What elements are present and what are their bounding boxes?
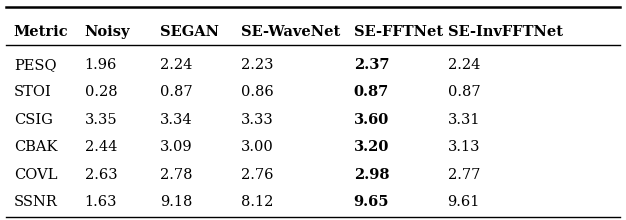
Text: 0.28: 0.28	[85, 85, 117, 99]
Text: 8.12: 8.12	[241, 195, 274, 209]
Text: 3.33: 3.33	[241, 113, 274, 127]
Text: SE-FFTNet: SE-FFTNet	[354, 25, 443, 39]
Text: SSNR: SSNR	[14, 195, 58, 209]
Text: 0.87: 0.87	[354, 85, 389, 99]
Text: 2.24: 2.24	[160, 58, 192, 72]
Text: 2.76: 2.76	[241, 168, 274, 182]
Text: 3.13: 3.13	[448, 140, 480, 154]
Text: 1.96: 1.96	[85, 58, 117, 72]
Text: COVL: COVL	[14, 168, 57, 182]
Text: 2.37: 2.37	[354, 58, 389, 72]
Text: 3.20: 3.20	[354, 140, 389, 154]
Text: 3.00: 3.00	[241, 140, 274, 154]
Text: 0.86: 0.86	[241, 85, 274, 99]
Text: 3.34: 3.34	[160, 113, 192, 127]
Text: 3.60: 3.60	[354, 113, 389, 127]
Text: 2.78: 2.78	[160, 168, 192, 182]
Text: 2.63: 2.63	[85, 168, 117, 182]
Text: 0.87: 0.87	[160, 85, 192, 99]
Text: PESQ: PESQ	[14, 58, 56, 72]
Text: 3.35: 3.35	[85, 113, 117, 127]
Text: 9.61: 9.61	[448, 195, 480, 209]
Text: 2.44: 2.44	[85, 140, 117, 154]
Text: 0.87: 0.87	[448, 85, 480, 99]
Text: SE-InvFFTNet: SE-InvFFTNet	[448, 25, 563, 39]
Text: Noisy: Noisy	[85, 25, 130, 39]
Text: 3.31: 3.31	[448, 113, 480, 127]
Text: 3.09: 3.09	[160, 140, 192, 154]
Text: CBAK: CBAK	[14, 140, 57, 154]
Text: CSIG: CSIG	[14, 113, 53, 127]
Text: SE-WaveNet: SE-WaveNet	[241, 25, 341, 39]
Text: 2.23: 2.23	[241, 58, 274, 72]
Text: Metric: Metric	[14, 25, 68, 39]
Text: STOI: STOI	[14, 85, 51, 99]
Text: 2.98: 2.98	[354, 168, 389, 182]
Text: 2.77: 2.77	[448, 168, 480, 182]
Text: 9.65: 9.65	[354, 195, 389, 209]
Text: SEGAN: SEGAN	[160, 25, 218, 39]
Text: 1.63: 1.63	[85, 195, 117, 209]
Text: 9.18: 9.18	[160, 195, 192, 209]
Text: 2.24: 2.24	[448, 58, 480, 72]
